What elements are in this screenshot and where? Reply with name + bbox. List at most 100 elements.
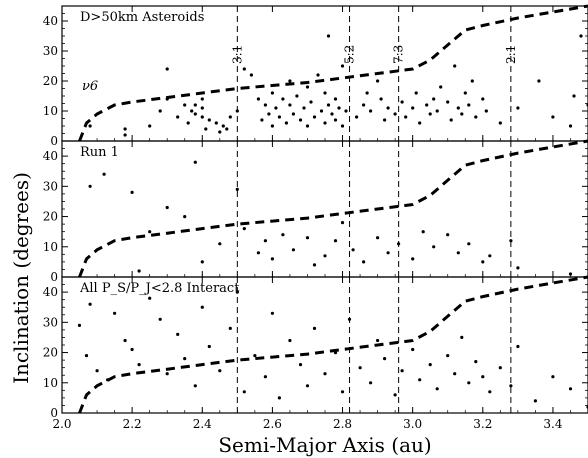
data-point — [386, 106, 390, 110]
nu6-curve — [78, 4, 588, 142]
data-point — [186, 121, 190, 125]
data-point — [400, 100, 404, 104]
data-point — [340, 390, 345, 394]
data-point — [267, 112, 271, 116]
data-point — [270, 257, 274, 261]
y-axis-title: Inclination (degrees) — [9, 172, 33, 384]
data-point — [516, 266, 520, 270]
data-point — [242, 67, 246, 71]
data-point — [369, 381, 373, 385]
data-point — [207, 118, 211, 122]
data-point — [326, 103, 331, 107]
x-tick-label: 3.4 — [543, 417, 562, 431]
resonance-label: 7:3 — [392, 45, 406, 64]
data-point — [446, 100, 450, 104]
data-point — [446, 354, 450, 358]
data-point — [551, 115, 555, 119]
y-tick-label: 20 — [43, 346, 58, 360]
data-point — [256, 251, 260, 255]
data-point — [365, 91, 369, 95]
data-point — [340, 221, 345, 225]
data-point — [228, 326, 232, 330]
data-point — [288, 79, 292, 83]
data-point — [277, 396, 281, 400]
data-point — [376, 338, 380, 343]
data-point — [463, 91, 467, 95]
resonance-label: 5:2 — [343, 45, 357, 64]
data-point — [470, 79, 474, 83]
data-point — [481, 375, 485, 379]
y-tick-label: 0 — [50, 134, 58, 148]
data-point — [228, 115, 232, 119]
data-point — [295, 94, 299, 98]
data-point — [355, 115, 359, 119]
data-point — [340, 64, 345, 68]
data-point — [579, 34, 583, 38]
data-point — [533, 399, 538, 403]
data-point — [418, 378, 422, 382]
data-point — [333, 239, 338, 243]
axes-labels: Semi-Major Axis (au) Inclination (degree… — [9, 172, 563, 457]
data-point — [498, 366, 502, 370]
data-point — [77, 323, 82, 327]
data-point — [88, 302, 92, 306]
data-point — [333, 97, 338, 101]
resonance-label: 3:1 — [230, 45, 244, 64]
data-point — [305, 124, 310, 128]
data-point — [439, 85, 443, 89]
data-point — [453, 64, 457, 68]
panel-label: All P_S/P_J<2.8 Interact — [79, 281, 240, 296]
data-point — [95, 369, 99, 373]
data-point — [376, 79, 380, 83]
panel-label: D>50km Asteroids — [80, 10, 204, 25]
data-point — [421, 230, 425, 234]
data-point — [453, 372, 457, 376]
data-point — [474, 115, 478, 119]
y-tick-label: 40 — [43, 14, 58, 28]
data-point — [572, 94, 576, 98]
data-point — [183, 103, 187, 107]
data-point — [263, 239, 267, 243]
data-point — [474, 360, 478, 364]
data-point — [509, 384, 513, 388]
data-point — [225, 127, 229, 131]
data-point — [130, 190, 134, 194]
x-tick-label: 2.8 — [333, 417, 352, 431]
data-point — [158, 317, 162, 321]
y-tick-label: 40 — [43, 285, 58, 299]
data-point — [302, 106, 306, 110]
data-point — [369, 109, 373, 113]
data-point — [165, 372, 169, 376]
data-point — [256, 97, 260, 101]
data-point — [113, 311, 117, 315]
y-tick-label: 40 — [43, 149, 58, 163]
data-point — [568, 387, 573, 391]
data-point — [330, 112, 334, 116]
data-point — [568, 124, 573, 128]
data-point — [193, 103, 197, 107]
data-point — [242, 227, 246, 231]
data-point — [200, 106, 204, 110]
data-point — [386, 251, 390, 255]
data-point — [446, 233, 450, 237]
data-point — [323, 372, 327, 376]
data-point — [218, 242, 222, 246]
data-point — [456, 251, 460, 255]
y-tick-label: 30 — [43, 179, 58, 193]
data-point — [362, 103, 366, 107]
data-point — [253, 354, 257, 358]
data-point — [418, 121, 422, 125]
data-point — [449, 118, 453, 122]
panel-interact: 0 10 20 30 40 All P_S/P_J<2.8 Interact — [43, 275, 588, 420]
data-point — [281, 233, 285, 237]
x-tick-label: 3.0 — [403, 417, 422, 431]
data-point — [351, 248, 355, 252]
data-point — [183, 357, 187, 361]
data-point — [516, 344, 520, 349]
data-point — [456, 106, 460, 110]
data-point — [411, 347, 415, 352]
data-point — [106, 378, 110, 382]
data-point — [551, 375, 555, 379]
data-point — [214, 121, 218, 125]
